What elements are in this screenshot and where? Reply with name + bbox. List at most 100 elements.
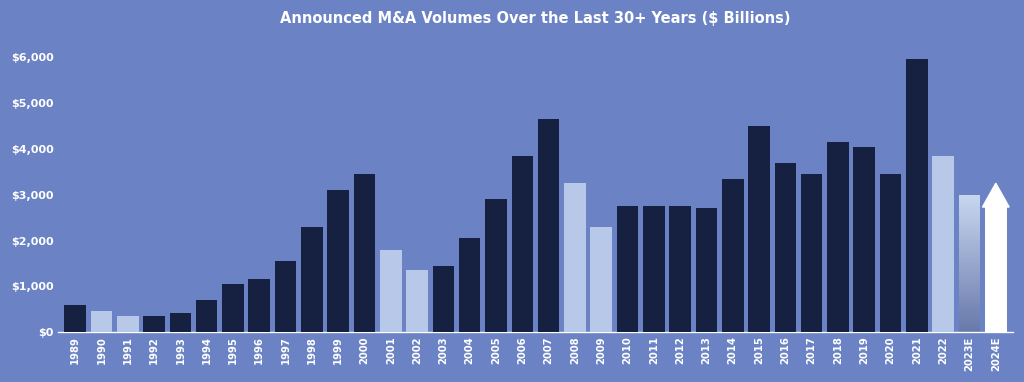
Bar [958, 331, 980, 332]
Bar [958, 309, 980, 310]
Bar [958, 298, 980, 299]
Bar [958, 211, 980, 212]
Bar [958, 206, 980, 207]
Bar [958, 241, 980, 243]
Bar [958, 250, 980, 251]
Bar [958, 290, 980, 291]
Bar [958, 237, 980, 239]
Bar [958, 200, 980, 202]
Bar [958, 236, 980, 237]
Bar [774, 163, 796, 332]
Bar [958, 317, 980, 319]
Bar [958, 197, 980, 199]
Bar [196, 300, 217, 332]
Bar [958, 233, 980, 235]
Bar [958, 235, 980, 236]
Bar [249, 280, 270, 332]
Bar [485, 199, 507, 332]
Bar [958, 248, 980, 250]
Bar [958, 262, 980, 264]
Bar [958, 226, 980, 228]
Bar [670, 206, 691, 332]
Bar [958, 232, 980, 233]
Bar [958, 328, 980, 329]
Bar [958, 243, 980, 244]
Bar [958, 264, 980, 265]
Bar [827, 142, 849, 332]
Bar [958, 312, 980, 313]
Bar [512, 156, 534, 332]
Bar [958, 284, 980, 285]
Bar [958, 228, 980, 229]
Bar [958, 325, 980, 327]
Bar [222, 284, 244, 332]
Bar [958, 302, 980, 303]
Bar [958, 225, 980, 226]
Bar [958, 239, 980, 240]
Bar [958, 327, 980, 328]
Bar [328, 190, 349, 332]
Bar [958, 308, 980, 309]
Bar [958, 230, 980, 232]
Bar [117, 316, 138, 332]
Bar [958, 223, 980, 225]
Bar [958, 215, 980, 217]
Bar [906, 60, 928, 332]
Bar [958, 261, 980, 262]
Bar [958, 274, 980, 276]
Bar [958, 270, 980, 272]
Bar [958, 288, 980, 290]
Bar [958, 199, 980, 200]
Bar [564, 183, 586, 332]
Bar [958, 280, 980, 281]
Title: Announced M&A Volumes Over the Last 30+ Years ($ Billions): Announced M&A Volumes Over the Last 30+ … [281, 11, 791, 26]
Bar [432, 266, 455, 332]
Bar [958, 306, 980, 308]
Bar [958, 301, 980, 302]
Bar [958, 258, 980, 259]
Bar [958, 196, 980, 197]
Bar [958, 296, 980, 298]
Bar [958, 240, 980, 241]
Bar [958, 207, 980, 209]
Bar [958, 277, 980, 278]
Bar [958, 219, 980, 221]
Bar [958, 273, 980, 274]
Bar [958, 281, 980, 283]
Bar [958, 310, 980, 312]
Bar [538, 119, 559, 332]
Bar [459, 238, 480, 332]
Bar [958, 254, 980, 255]
Bar [958, 267, 980, 269]
Bar [958, 251, 980, 253]
Bar [958, 314, 980, 316]
Bar [301, 227, 323, 332]
Bar [407, 270, 428, 332]
Bar [958, 291, 980, 292]
Bar [801, 174, 822, 332]
Bar [958, 287, 980, 288]
Bar [695, 209, 717, 332]
Bar [643, 206, 665, 332]
Bar [958, 278, 980, 280]
Bar [958, 285, 980, 287]
Bar [958, 246, 980, 247]
Bar [616, 206, 638, 332]
Bar [958, 295, 980, 296]
Bar [958, 204, 980, 206]
Bar [958, 294, 980, 295]
Bar [958, 283, 980, 284]
Bar [958, 321, 980, 322]
Bar [958, 329, 980, 331]
Bar [958, 203, 980, 204]
Bar [958, 276, 980, 277]
Bar [958, 319, 980, 320]
Bar [958, 212, 980, 214]
Bar [853, 147, 876, 332]
Bar [958, 218, 980, 219]
Bar [958, 217, 980, 218]
Bar [170, 313, 191, 332]
Bar [958, 305, 980, 306]
Bar [933, 156, 954, 332]
Bar [958, 222, 980, 223]
